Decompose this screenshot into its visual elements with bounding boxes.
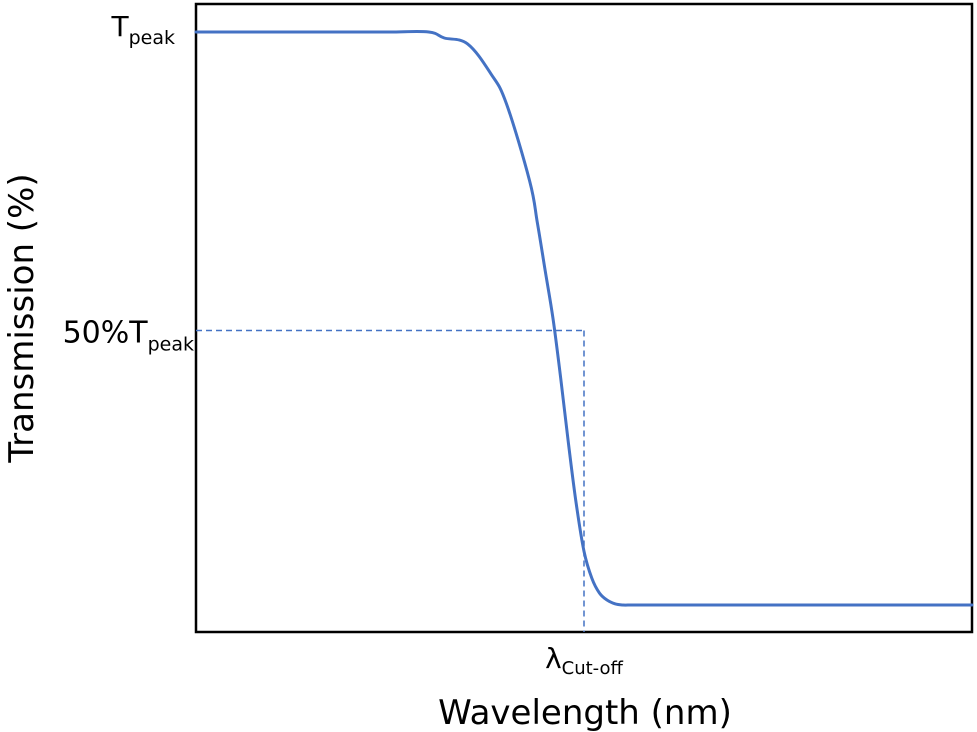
y-axis-title: Transmission (%) <box>2 173 42 463</box>
plot-frame <box>194 2 974 634</box>
y-tick-label-2: 50%Tpeak <box>63 315 194 355</box>
series-layer <box>194 30 974 607</box>
y-tick-label-1: Tpeak <box>110 10 175 49</box>
guide-lines <box>196 329 585 632</box>
x-tick-label-1: λCut-off <box>545 642 623 679</box>
x-axis-title: Wavelength (nm) <box>438 693 732 732</box>
series-line <box>194 30 974 607</box>
tick-labels: Tpeak 50%Tpeak λCut-off <box>63 10 624 679</box>
